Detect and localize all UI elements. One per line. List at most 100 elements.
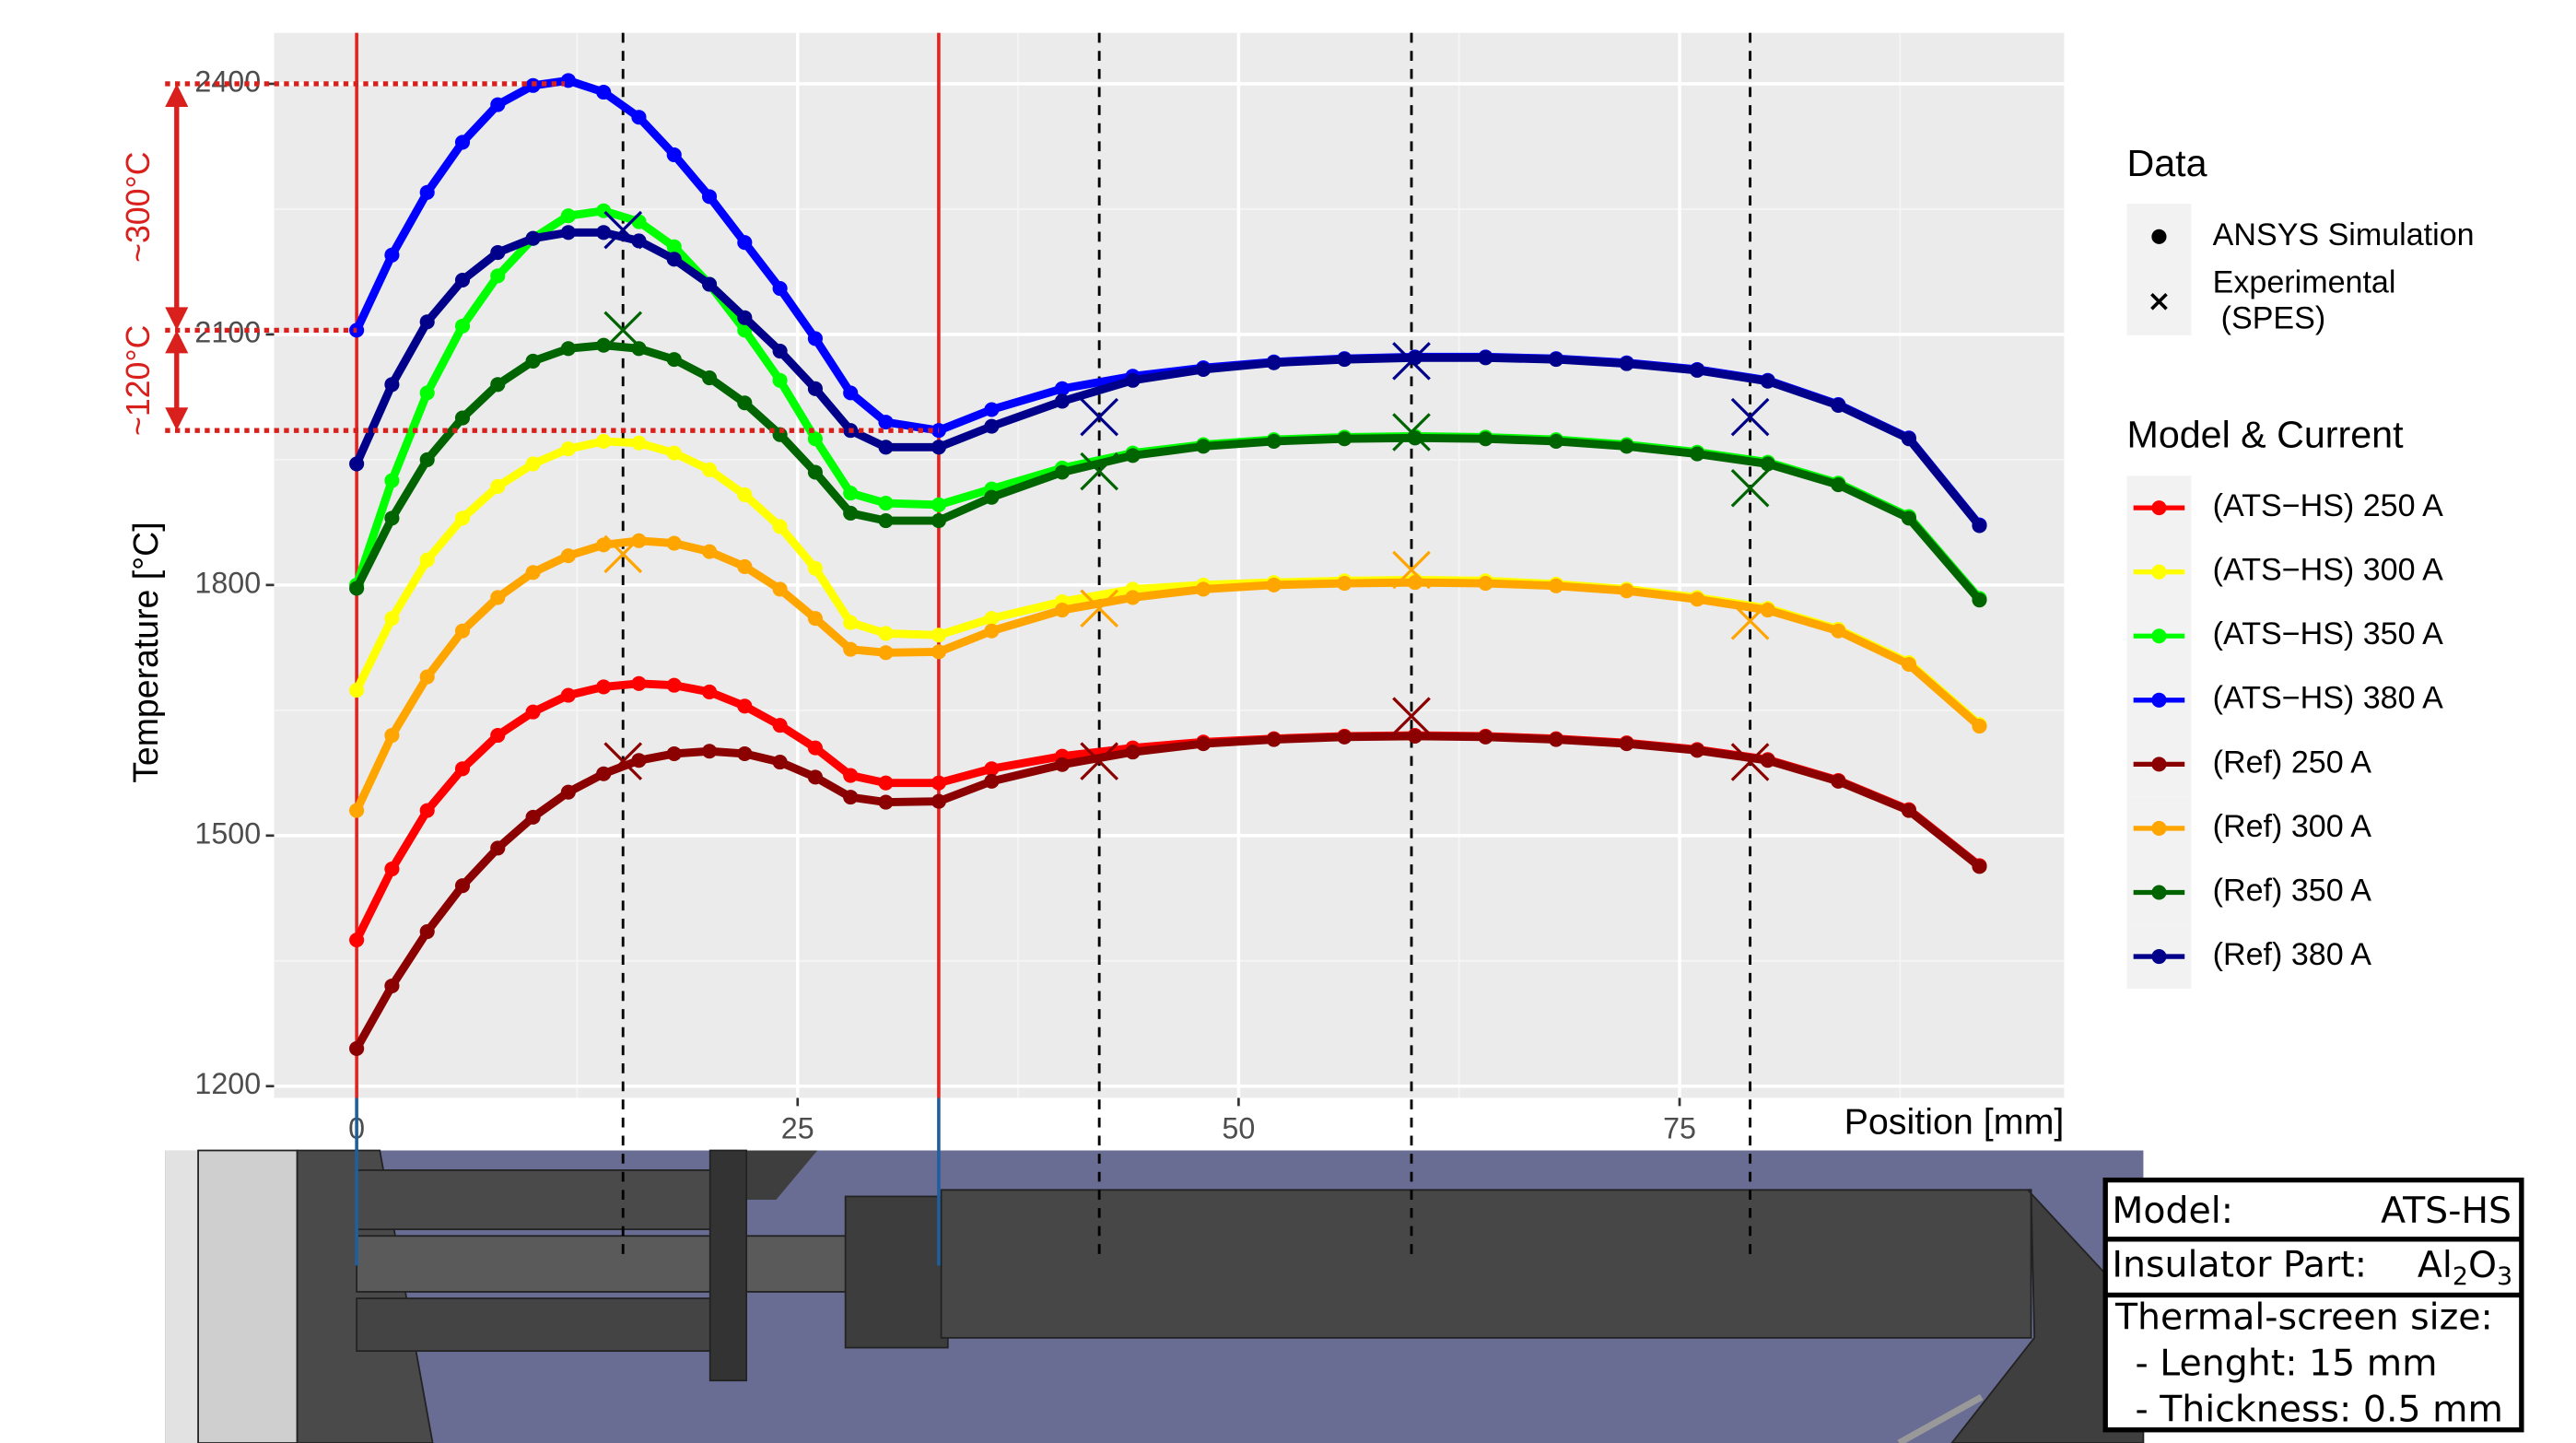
sim-point <box>1761 456 1775 471</box>
sim-point <box>384 611 399 626</box>
legend-label: (ATS−HS) 250 A <box>2213 488 2443 523</box>
sim-point <box>878 496 893 510</box>
legend-label: (Ref) 380 A <box>2213 937 2372 972</box>
sim-point <box>631 436 646 451</box>
sim-point <box>843 385 858 400</box>
figure: Model: ATS-HS Insulator Part: Al2O3 Ther… <box>0 0 2576 1443</box>
sim-point <box>455 510 470 525</box>
sim-point <box>878 795 893 810</box>
sim-point <box>878 645 893 660</box>
sim-point <box>1902 510 1916 525</box>
sim-point <box>455 319 470 334</box>
sim-point <box>1196 581 1211 596</box>
sim-point <box>1478 350 1493 365</box>
sim-point <box>420 804 435 818</box>
sim-point <box>808 741 823 756</box>
sim-point <box>420 452 435 467</box>
sim-point <box>1337 431 1352 446</box>
sim-point <box>1267 434 1282 449</box>
sim-point <box>561 548 576 563</box>
legend-symbol <box>2151 500 2166 515</box>
info-box: Model: ATS-HS Insulator Part: Al2O3 Ther… <box>2105 1180 2522 1431</box>
cad-part <box>942 1190 2032 1338</box>
sim-point <box>631 753 646 768</box>
sim-point <box>667 352 682 367</box>
sim-point <box>561 441 576 456</box>
sim-point <box>490 245 505 260</box>
formula-sub: 2 <box>2453 1261 2468 1290</box>
sim-point <box>561 785 576 800</box>
sim-point <box>1337 576 1352 591</box>
sim-point <box>808 431 823 446</box>
sim-point <box>455 624 470 639</box>
x-tick-label: 50 <box>1222 1112 1255 1145</box>
sim-point <box>931 498 946 512</box>
cad-render <box>165 1151 2143 1443</box>
sim-point <box>1690 592 1704 606</box>
legend-label: (ATS−HS) 350 A <box>2213 616 2443 651</box>
sim-point <box>702 545 717 559</box>
sim-point <box>1831 774 1845 789</box>
legend-symbol <box>2151 229 2166 244</box>
sim-point <box>1831 477 1845 492</box>
sim-point <box>526 705 541 720</box>
sim-point <box>1055 603 1070 617</box>
sim-point <box>631 676 646 691</box>
sim-point <box>931 628 946 642</box>
sim-point <box>1478 431 1493 446</box>
sim-point <box>455 761 470 776</box>
sim-point <box>1902 431 1916 446</box>
y-tick-label: 1500 <box>194 816 261 850</box>
sim-point <box>702 370 717 385</box>
sim-point <box>773 718 788 733</box>
sim-point <box>773 519 788 534</box>
sim-point <box>490 268 505 283</box>
sim-point <box>596 434 611 449</box>
sim-point <box>984 624 999 639</box>
sim-point <box>667 252 682 266</box>
range-annotation: ~300°C <box>120 152 157 263</box>
sim-point <box>1620 736 1634 751</box>
sim-point <box>490 479 505 494</box>
sim-point <box>526 231 541 246</box>
sim-point <box>1408 729 1423 744</box>
sim-point <box>1902 804 1916 818</box>
sim-point <box>808 331 823 346</box>
sim-point <box>384 248 399 263</box>
sim-point <box>526 456 541 471</box>
sim-point <box>455 411 470 426</box>
sim-point <box>596 85 611 100</box>
sim-point <box>843 790 858 804</box>
sim-point <box>984 774 999 789</box>
arrow-head <box>165 84 188 107</box>
legend-label: (Ref) 250 A <box>2213 745 2372 780</box>
sim-point <box>1267 356 1282 370</box>
sim-point <box>490 98 505 112</box>
sim-point <box>384 862 399 876</box>
sim-point <box>1620 357 1634 371</box>
cad-part <box>710 1151 746 1381</box>
sim-point <box>808 611 823 626</box>
info-line: - Lenght: 15 mm <box>2135 1343 2437 1385</box>
sim-point <box>667 536 682 551</box>
legend-symbol <box>2151 757 2166 771</box>
sim-point <box>702 685 717 699</box>
sim-point <box>702 276 717 291</box>
sim-point <box>420 385 435 400</box>
legend-label: ANSYS Simulation <box>2213 217 2475 252</box>
sim-point <box>420 185 435 200</box>
arrow-head <box>165 330 188 353</box>
sim-point <box>1055 393 1070 408</box>
sim-point <box>843 616 858 630</box>
sim-point <box>349 804 364 818</box>
y-axis-label: Temperature [°C] <box>126 522 165 782</box>
sim-point <box>561 208 576 223</box>
sim-point <box>773 281 788 296</box>
sim-point <box>1972 518 1986 533</box>
sim-point <box>1125 448 1140 463</box>
sim-point <box>1267 578 1282 592</box>
sim-point <box>1972 719 1986 733</box>
sim-point <box>773 755 788 769</box>
sim-point <box>384 728 399 743</box>
sim-point <box>561 341 576 356</box>
